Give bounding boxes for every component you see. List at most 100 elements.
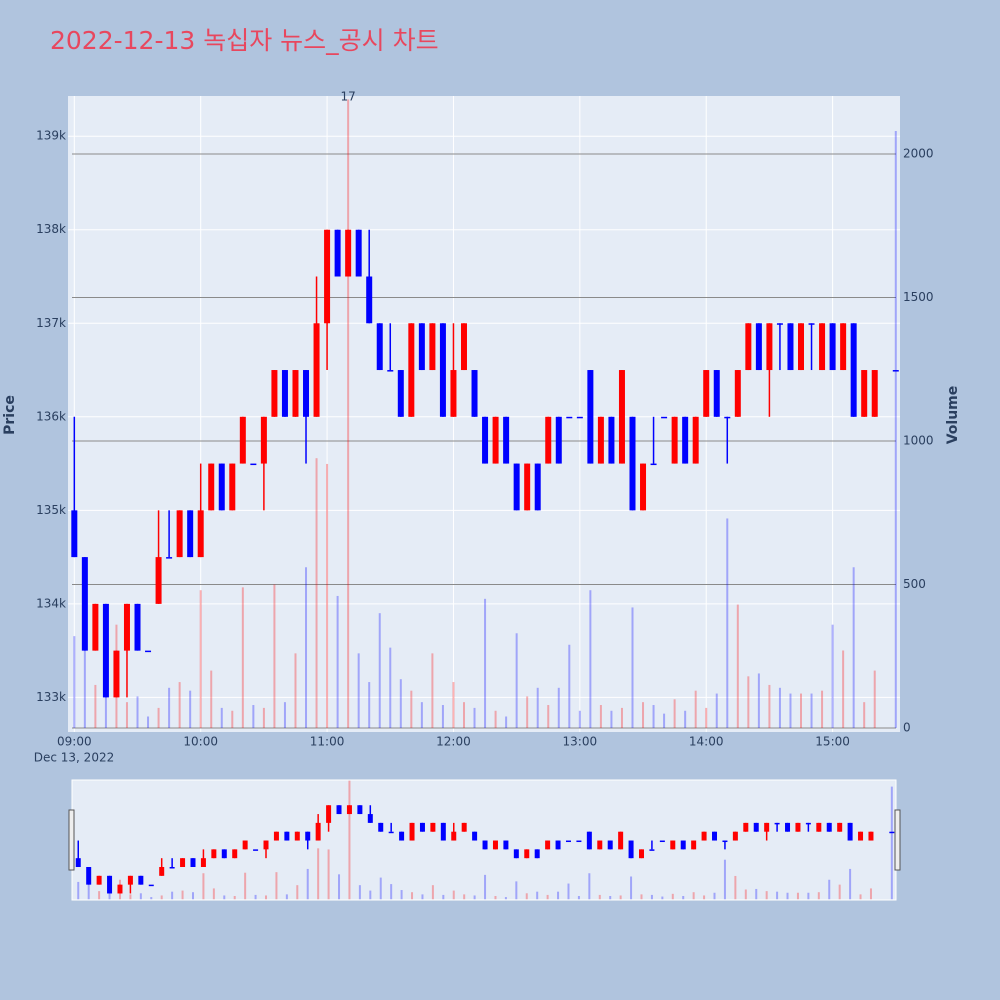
volume-bar <box>241 587 244 728</box>
candle-body <box>408 323 415 417</box>
candle-body <box>734 370 741 417</box>
volume-bar <box>630 876 633 900</box>
candle-body <box>513 463 520 511</box>
candle-body <box>366 276 373 324</box>
volume-bar <box>578 710 581 728</box>
volume-bar <box>73 636 76 728</box>
volume-bar <box>757 673 760 728</box>
candle-body <box>145 650 152 653</box>
candle-body <box>232 849 238 859</box>
candle-body <box>837 822 843 832</box>
candle-body <box>357 805 363 815</box>
candle-body <box>640 463 647 511</box>
volume-bar <box>599 705 602 728</box>
candle-body <box>305 831 311 841</box>
x-tick-label: 14:00 <box>689 735 724 749</box>
volume-bar <box>642 702 645 728</box>
volume-bar <box>715 693 718 728</box>
candle-body <box>134 603 141 651</box>
candle-body <box>892 370 899 372</box>
x-tick-label: 12:00 <box>436 735 471 749</box>
candle-body <box>92 603 99 651</box>
candle-body <box>753 822 759 832</box>
candle-body <box>148 884 154 887</box>
x-tick-label: 15:00 <box>815 735 850 749</box>
candle-body <box>326 805 332 823</box>
volume-bar <box>484 598 487 728</box>
slider-handle[interactable] <box>68 809 75 871</box>
volume-bar <box>505 716 508 728</box>
y-tick-label: 135k <box>36 503 66 517</box>
slider-handle[interactable] <box>894 809 901 871</box>
candle-body <box>840 323 847 371</box>
volume-bar <box>684 710 687 728</box>
candle-body <box>155 557 162 604</box>
volume-bar <box>525 893 528 900</box>
volume-bar <box>399 679 402 728</box>
candle-body <box>524 849 530 859</box>
volume-bar <box>652 705 655 728</box>
candle-body <box>324 229 331 324</box>
candle-body <box>670 840 676 850</box>
volume-bar <box>431 885 434 900</box>
volume-bar <box>673 699 676 728</box>
volume-bar <box>504 897 507 900</box>
volume-bar <box>747 676 750 728</box>
volume-bar <box>171 891 174 900</box>
candle-body <box>826 822 832 832</box>
candle-body <box>450 370 457 417</box>
annotation: 17 <box>341 90 356 104</box>
volume-bar <box>526 696 529 728</box>
candle-body <box>397 370 404 417</box>
volume-bar <box>609 895 612 900</box>
volume-bar <box>296 885 299 900</box>
volume-bar <box>285 894 288 900</box>
candle-body <box>545 416 552 464</box>
volume-bar <box>147 716 150 728</box>
volume-bar <box>83 650 86 728</box>
candle-body <box>399 831 405 841</box>
volume-bar <box>77 881 80 900</box>
candle-body <box>346 805 352 815</box>
y2-tick-label: 500 <box>903 577 926 591</box>
candle-body <box>218 463 225 511</box>
candle-body <box>482 840 488 850</box>
volume-bar <box>317 848 320 900</box>
volume-bar <box>347 99 350 728</box>
y-tick-label: 137k <box>36 316 66 330</box>
candle-body <box>861 370 868 417</box>
candle-body <box>576 416 583 419</box>
volume-bar <box>713 892 716 900</box>
candle-body <box>460 323 467 371</box>
volume-bar <box>473 707 476 728</box>
x-tick-label: 10:00 <box>183 735 218 749</box>
candle-body <box>785 822 791 832</box>
candle-body <box>776 323 783 325</box>
volume-bar <box>389 647 392 728</box>
volume-bar <box>202 873 205 900</box>
candle-body <box>482 416 489 464</box>
volume-bar <box>494 895 497 900</box>
volume-bar <box>420 702 423 728</box>
candle-body <box>586 831 592 850</box>
candle-body <box>376 323 383 371</box>
candle-body <box>355 229 362 277</box>
candle-body <box>787 323 794 371</box>
candle-body <box>451 831 457 841</box>
candle-body <box>138 875 144 885</box>
volume-bar <box>410 690 413 728</box>
range-slider[interactable] <box>71 779 897 901</box>
volume-bar <box>315 458 318 728</box>
candle-body <box>208 463 215 511</box>
candle-body <box>409 822 415 841</box>
volume-bar <box>452 890 455 900</box>
volume-bar <box>129 894 132 900</box>
candle-body <box>713 370 720 417</box>
volume-bar <box>703 895 706 900</box>
candle-body <box>334 229 341 277</box>
volume-bar <box>515 881 518 900</box>
candle-body <box>187 510 194 558</box>
candle-body <box>387 370 394 372</box>
candle-body <box>429 323 436 371</box>
